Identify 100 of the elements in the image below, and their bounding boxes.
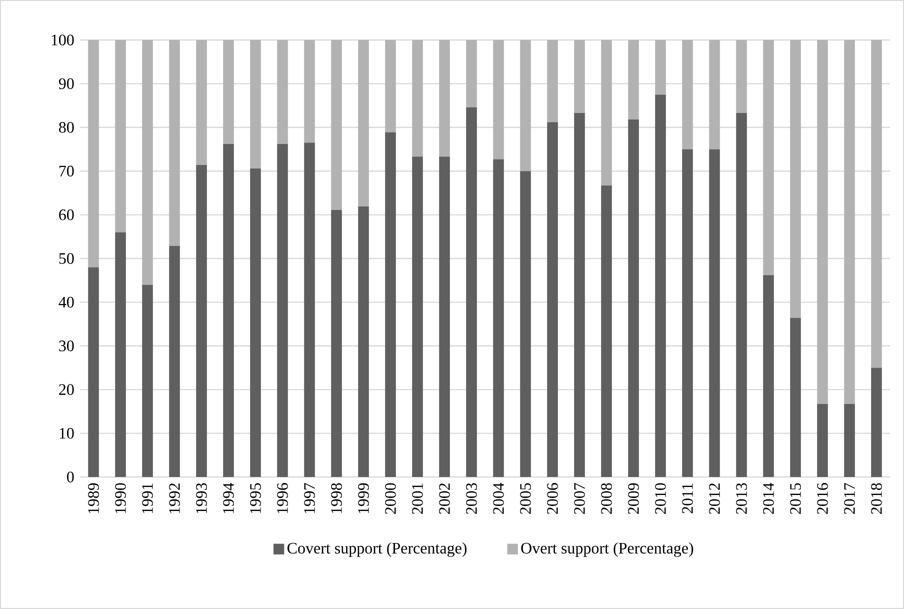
x-tick-label: 1995 bbox=[250, 483, 261, 514]
y-tick-label: 70 bbox=[59, 166, 74, 176]
x-tick-label: 2016 bbox=[817, 483, 828, 514]
bar bbox=[547, 122, 558, 477]
bar bbox=[466, 40, 477, 108]
y-tick-label: 60 bbox=[59, 209, 74, 220]
x-tick-label: 1989 bbox=[88, 483, 99, 514]
bar bbox=[871, 40, 882, 368]
bar bbox=[736, 112, 747, 477]
x-tick-label: 2012 bbox=[709, 483, 720, 514]
bar bbox=[277, 144, 288, 477]
bar bbox=[844, 404, 855, 477]
bar bbox=[520, 171, 531, 477]
bar bbox=[493, 40, 504, 160]
bar bbox=[520, 40, 531, 172]
bar bbox=[817, 40, 828, 404]
y-tick-label: 20 bbox=[59, 384, 74, 395]
bar bbox=[277, 40, 288, 144]
x-tick-label: 1997 bbox=[304, 483, 315, 514]
bar bbox=[115, 232, 126, 477]
x-tick-label: 2002 bbox=[439, 483, 450, 514]
bar bbox=[169, 40, 180, 246]
bar bbox=[547, 40, 558, 122]
bar bbox=[196, 40, 207, 165]
x-tick-label: 1999 bbox=[358, 483, 369, 514]
bar bbox=[142, 40, 153, 285]
x-tick-label: 2001 bbox=[412, 484, 423, 514]
y-tick-label: 100 bbox=[52, 34, 74, 46]
bar bbox=[655, 40, 666, 95]
bar bbox=[88, 267, 99, 477]
bar bbox=[385, 40, 396, 132]
x-tick-label: 2009 bbox=[628, 483, 639, 514]
bar bbox=[574, 40, 585, 113]
bar bbox=[871, 368, 882, 477]
bar bbox=[88, 40, 99, 268]
x-tick-label: 2011 bbox=[682, 484, 693, 514]
bar bbox=[628, 120, 639, 477]
bar bbox=[358, 206, 369, 477]
y-tick-label: 40 bbox=[58, 296, 74, 308]
bar bbox=[763, 275, 774, 477]
bar bbox=[223, 144, 234, 477]
x-tick-label: 1992 bbox=[169, 483, 180, 514]
bar bbox=[250, 40, 261, 168]
bar bbox=[223, 40, 234, 144]
bar bbox=[763, 40, 774, 276]
x-tick-label: 1994 bbox=[223, 482, 234, 514]
x-tick-label: 2005 bbox=[520, 483, 531, 514]
bar bbox=[493, 159, 504, 477]
bar bbox=[844, 40, 855, 404]
bar bbox=[331, 40, 342, 210]
x-tick-label: 2004 bbox=[493, 482, 504, 514]
legend-label: Overt support (Percentage) bbox=[521, 542, 694, 557]
bar bbox=[169, 246, 180, 477]
x-tick-label: 2018 bbox=[871, 483, 882, 514]
y-tick-label: 30 bbox=[59, 340, 74, 352]
bar bbox=[709, 40, 720, 150]
bar bbox=[304, 142, 315, 477]
bar bbox=[682, 149, 693, 477]
bar bbox=[250, 168, 261, 477]
bar bbox=[709, 149, 720, 477]
bar bbox=[466, 107, 477, 477]
y-tick-label: 80 bbox=[59, 122, 74, 133]
bar bbox=[412, 40, 423, 157]
bar bbox=[142, 284, 153, 477]
bar bbox=[601, 186, 612, 477]
x-tick-label: 1998 bbox=[331, 483, 342, 514]
bar bbox=[304, 40, 315, 143]
bar bbox=[682, 40, 693, 150]
bar bbox=[790, 40, 801, 318]
bar bbox=[412, 156, 423, 477]
x-tick-label: 2015 bbox=[790, 483, 801, 514]
y-tick-label: 90 bbox=[58, 78, 74, 90]
bar bbox=[439, 40, 450, 157]
x-tick-label: 2013 bbox=[736, 483, 747, 514]
y-tick-label: 10 bbox=[60, 428, 74, 439]
x-tick-label: 2010 bbox=[655, 483, 666, 514]
bar bbox=[385, 132, 396, 477]
x-tick-label: 2007 bbox=[574, 483, 585, 514]
bar bbox=[196, 164, 207, 477]
bar bbox=[736, 40, 747, 113]
y-tick-label: 50 bbox=[59, 253, 74, 264]
bar bbox=[358, 40, 369, 206]
bar bbox=[439, 156, 450, 477]
x-tick-label: 2008 bbox=[601, 483, 612, 514]
x-tick-label: 2000 bbox=[385, 483, 396, 514]
bar bbox=[790, 318, 801, 477]
bar bbox=[628, 40, 639, 120]
x-tick-label: 2003 bbox=[466, 483, 477, 514]
bar bbox=[331, 210, 342, 477]
x-tick-label: 1993 bbox=[196, 483, 207, 514]
legend-label: Covert support (Percentage) bbox=[287, 542, 467, 557]
x-tick-label: 1991 bbox=[142, 484, 153, 514]
x-tick-label: 1996 bbox=[277, 483, 288, 514]
x-tick-label: 2017 bbox=[844, 483, 855, 514]
bar bbox=[655, 94, 666, 477]
bar bbox=[601, 40, 612, 186]
x-tick-label: 1990 bbox=[115, 483, 126, 514]
x-tick-label: 2014 bbox=[763, 482, 774, 514]
y-tick-label: 0 bbox=[67, 472, 74, 482]
bar bbox=[817, 404, 828, 477]
